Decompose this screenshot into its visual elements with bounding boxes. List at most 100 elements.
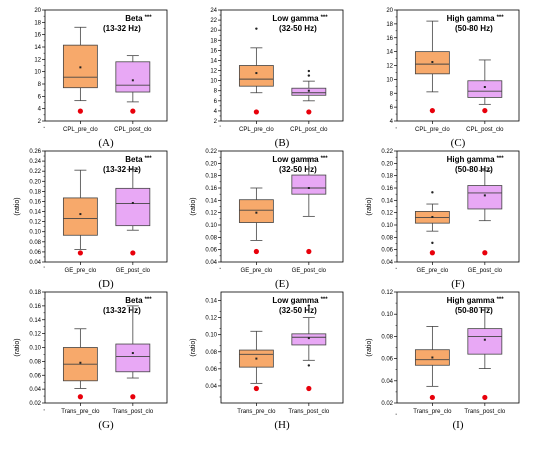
box-iqr [62,197,98,236]
mean-marker [79,361,82,364]
y-tick-label: 10 [210,79,217,85]
mean-marker [79,66,82,69]
y-tick-label: 0.10 [381,312,393,318]
y-tick-label: 12 [386,64,393,70]
chart-title-range: (50-80 Hz) [455,165,493,174]
mean-marker [307,89,310,92]
panel-label: (C) [451,137,466,149]
y-tick-label: 18 [34,20,41,26]
x-tick-label: Trans_post_clo [112,409,153,415]
chart-title-band: Low gamma [272,296,319,305]
chart-panel-0: 2 4 6 8 10 12 14 16 18 20 CPL_pre_clo CPL_post_clo B… [34,8,168,149]
red-marker-dot [130,250,136,256]
y-tick-label: 0.18 [205,174,217,180]
x-tick-label: GE_pre_clo [241,268,273,274]
mean-marker [255,211,258,214]
y-tick-label: 0.10 [205,223,217,229]
red-marker-dot [482,107,488,114]
red-marker-dot [77,394,83,400]
y-axis-label: (ratio) [14,338,21,356]
y-tick-label: 20 [386,8,393,14]
mean-marker [79,213,82,216]
y-tick-label: 0.04 [205,260,217,266]
box-iqr [115,343,151,373]
x-tick-label: CPL_post_clo [466,127,504,133]
mean-marker [255,72,258,75]
chart-title-significance: *** [145,297,153,303]
chart-title-range: (50-80 Hz) [455,306,493,315]
x-tick-label: CPL_pre_clo [415,127,450,133]
y-tick-label: 20 [210,28,217,34]
y-tick-label: 14 [210,58,217,64]
red-marker-dot [253,109,259,115]
x-tick-label: GE_post_clo [116,268,151,274]
y-tick-label: 12 [34,57,41,63]
chart-title-range: (50-80 Hz) [455,24,493,33]
y-tick-label: 14 [386,50,393,56]
y-tick-label: 18 [210,38,217,44]
y-tick-label: 0.14 [205,198,217,204]
red-marker-dot [77,250,83,256]
y-tick-label: 0.14 [29,318,41,324]
plot-frame [220,291,344,404]
y-tick-label: 0.06 [205,367,217,373]
y-tick-label: 12 [210,69,217,75]
mean-marker [255,357,258,360]
chart-panel-7: 0.04 0.06 0.08 0.10 0.12 0.14 (ratio) Trans_pre… [190,291,344,431]
red-marker-dot [429,250,435,256]
x-tick-label: GE_pre_clo [417,268,449,274]
box-iqr [467,80,503,98]
chart-title-band: Low gamma [272,14,319,23]
y-tick-label: 18 [386,22,393,28]
mean-marker [483,194,486,197]
chart-title-significance: *** [497,156,505,162]
y-axis-label: (ratio) [190,197,197,215]
red-marker-dot [253,248,259,255]
y-tick-label: 8 [390,91,394,97]
y-tick-label: 0.08 [205,350,217,356]
chart-title-range: (32-50 Hz) [279,306,317,315]
y-tick-label: 0.10 [381,223,393,229]
chart-title-significance: *** [321,15,329,21]
y-tick-label: 0.22 [29,169,41,175]
y-tick-label: 0.02 [381,401,393,407]
panel-label: (G) [98,419,114,431]
y-tick-label: 0.12 [29,220,41,226]
y-tick-label: 2 [214,119,218,125]
chart-title-range: (13-32 Hz) [103,24,141,33]
chart-panel-8: 0.02 0.04 0.06 0.08 0.10 0.12 (ratio) Trans_pre… [366,290,520,431]
y-tick-label: 0.04 [29,387,41,393]
red-marker-dot [429,107,435,114]
chart-title-significance: *** [321,297,329,303]
y-tick-label: 6 [38,94,42,100]
chart-title-range: (13-32 Hz) [103,306,141,315]
x-tick-label: Trans_post_clo [288,409,329,415]
y-tick-label: 0.08 [29,240,41,246]
panel-label: (F) [451,278,465,290]
y-tick-label: 0.06 [381,248,393,254]
red-marker-dot [130,108,136,114]
y-tick-label: 0.24 [29,159,41,165]
chart-title-significance: *** [145,15,153,21]
red-marker-dot [429,394,435,401]
y-axis-label: (ratio) [366,338,373,356]
y-tick-label: 0.12 [381,211,393,217]
y-tick-label: 0.12 [29,332,41,338]
y-tick-label: 0.10 [29,346,41,352]
box-iqr [238,65,274,87]
chart-title-range: (13-32 Hz) [103,165,141,174]
x-tick-label: Trans_pre_clo [61,409,100,415]
chart-panel-6: 0.02 0.04 0.06 0.08 0.10 0.12 0.14 0.16 0.18 (rat… [14,290,168,431]
mean-marker [431,61,434,64]
y-tick-label: 0.16 [205,186,217,192]
y-tick-label: 0.22 [381,149,393,155]
y-tick-label: 0.18 [381,174,393,180]
y-tick-label: 0.02 [29,401,41,407]
y-tick-label: 4 [390,119,394,125]
red-marker-dot [77,108,83,114]
chart-title-band: High gamma [447,14,496,23]
y-tick-label: 0.10 [205,333,217,339]
red-marker-dot [306,109,312,115]
mean-marker [307,337,310,340]
